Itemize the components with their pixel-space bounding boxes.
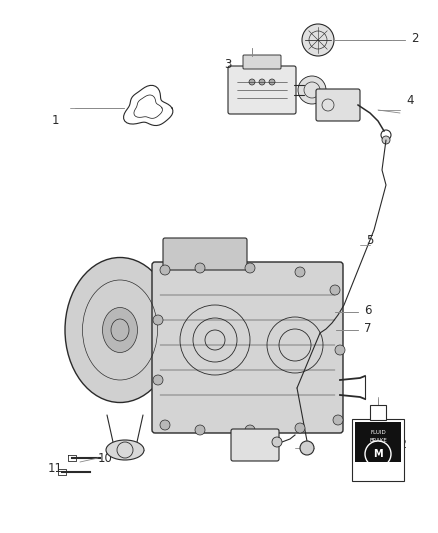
Circle shape	[325, 307, 335, 317]
Circle shape	[153, 315, 163, 325]
Circle shape	[153, 375, 163, 385]
Circle shape	[295, 423, 305, 433]
Text: 3: 3	[224, 58, 232, 70]
Text: 11: 11	[47, 462, 63, 474]
Circle shape	[195, 425, 205, 435]
Text: M: M	[373, 449, 383, 459]
FancyBboxPatch shape	[319, 324, 337, 336]
Circle shape	[382, 136, 390, 144]
Text: 7: 7	[364, 321, 372, 335]
Circle shape	[259, 79, 265, 85]
Text: 8: 8	[301, 441, 309, 455]
Circle shape	[272, 437, 282, 447]
Circle shape	[249, 79, 255, 85]
Circle shape	[298, 76, 326, 104]
Circle shape	[302, 24, 334, 56]
Circle shape	[160, 265, 170, 275]
Text: 10: 10	[98, 451, 113, 464]
Ellipse shape	[106, 440, 144, 460]
Circle shape	[330, 285, 340, 295]
Circle shape	[328, 310, 332, 314]
Circle shape	[295, 267, 305, 277]
Text: 2: 2	[411, 31, 419, 44]
Text: 4: 4	[406, 93, 414, 107]
Circle shape	[269, 79, 275, 85]
Text: 9: 9	[244, 446, 252, 458]
Text: 12: 12	[392, 439, 407, 451]
Text: 6: 6	[364, 303, 372, 317]
Circle shape	[195, 263, 205, 273]
Text: FLUID: FLUID	[370, 431, 386, 435]
Circle shape	[245, 425, 255, 435]
FancyBboxPatch shape	[316, 89, 360, 121]
Circle shape	[316, 329, 324, 337]
FancyBboxPatch shape	[152, 262, 343, 433]
FancyBboxPatch shape	[228, 66, 296, 114]
Bar	[370, 405, 386, 420]
Text: 1: 1	[51, 114, 59, 126]
FancyBboxPatch shape	[163, 238, 247, 270]
Circle shape	[160, 420, 170, 430]
Ellipse shape	[102, 308, 138, 352]
Text: BRAKE: BRAKE	[369, 438, 387, 442]
Ellipse shape	[65, 257, 175, 402]
Circle shape	[245, 263, 255, 273]
Bar	[355, 422, 401, 462]
Circle shape	[333, 415, 343, 425]
Circle shape	[300, 441, 314, 455]
Text: 5: 5	[366, 233, 374, 246]
Bar	[352, 419, 404, 481]
FancyBboxPatch shape	[231, 429, 279, 461]
Circle shape	[335, 345, 345, 355]
FancyBboxPatch shape	[243, 55, 281, 69]
